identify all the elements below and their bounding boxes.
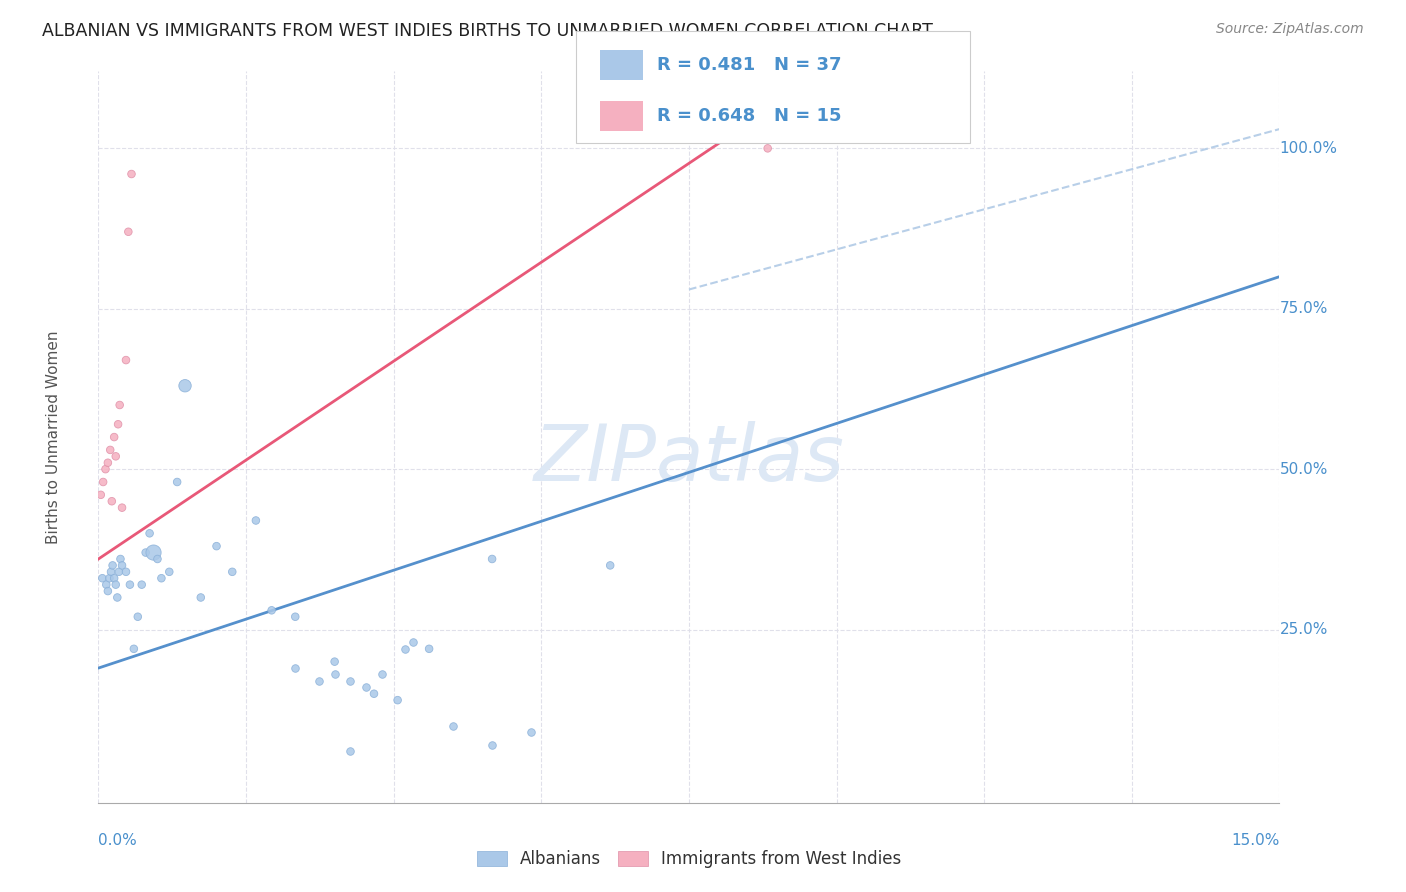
Point <box>115 353 138 368</box>
Point <box>103 571 125 585</box>
Point <box>339 744 361 758</box>
Point <box>108 565 131 579</box>
Point <box>107 417 129 432</box>
Text: 100.0%: 100.0% <box>1279 141 1337 156</box>
Point <box>323 667 346 681</box>
Point <box>402 635 425 649</box>
Text: R = 0.481   N = 37: R = 0.481 N = 37 <box>657 55 841 74</box>
Point <box>104 450 127 464</box>
Text: 75.0%: 75.0% <box>1279 301 1327 317</box>
Point <box>323 655 346 669</box>
Point <box>115 565 138 579</box>
Point <box>97 456 120 470</box>
Point <box>756 141 779 155</box>
Text: Source: ZipAtlas.com: Source: ZipAtlas.com <box>1216 22 1364 37</box>
Point <box>98 571 121 585</box>
Text: 25.0%: 25.0% <box>1279 622 1327 637</box>
Point <box>103 430 125 444</box>
Point <box>354 681 377 695</box>
Point <box>97 584 120 599</box>
Point <box>100 565 122 579</box>
Text: ALBANIAN VS IMMIGRANTS FROM WEST INDIES BIRTHS TO UNMARRIED WOMEN CORRELATION CH: ALBANIAN VS IMMIGRANTS FROM WEST INDIES … <box>42 22 934 40</box>
Text: 50.0%: 50.0% <box>1279 462 1327 476</box>
Point <box>481 738 503 752</box>
Point <box>122 641 145 656</box>
Point <box>138 526 160 541</box>
Point <box>101 558 124 573</box>
Point <box>221 565 243 579</box>
Point <box>142 545 165 559</box>
Point <box>284 609 307 624</box>
Point <box>339 673 361 688</box>
Point <box>108 398 131 412</box>
Point <box>131 577 153 591</box>
Text: Births to Unmarried Women: Births to Unmarried Women <box>46 330 60 544</box>
Point <box>481 552 503 566</box>
Point <box>205 539 228 553</box>
Point <box>104 577 127 591</box>
Text: ZIPatlas: ZIPatlas <box>533 421 845 497</box>
Point <box>91 475 114 489</box>
Point <box>441 719 464 733</box>
Point <box>135 545 157 559</box>
Point <box>117 225 139 239</box>
Point <box>121 167 143 181</box>
Point <box>363 687 385 701</box>
Point <box>111 558 134 573</box>
Point <box>599 558 621 573</box>
Point <box>105 591 128 605</box>
Point <box>127 609 149 624</box>
Point <box>101 494 124 508</box>
Point <box>96 577 118 591</box>
Point <box>94 462 117 476</box>
Point <box>520 725 543 739</box>
Point <box>91 571 114 585</box>
Legend: Albanians, Immigrants from West Indies: Albanians, Immigrants from West Indies <box>470 844 908 875</box>
Text: 15.0%: 15.0% <box>1232 833 1279 848</box>
Point <box>190 591 212 605</box>
Point <box>98 442 121 457</box>
Point <box>166 475 188 489</box>
Point <box>371 667 394 681</box>
Point <box>174 378 197 392</box>
Point <box>90 488 112 502</box>
Text: R = 0.648   N = 15: R = 0.648 N = 15 <box>657 107 841 125</box>
Point <box>150 571 173 585</box>
Point <box>118 577 141 591</box>
Point <box>110 552 132 566</box>
Point <box>387 693 409 707</box>
Point <box>245 514 267 528</box>
Point <box>157 565 180 579</box>
Point <box>394 641 416 656</box>
Point <box>260 603 283 617</box>
Point <box>111 500 134 515</box>
Point <box>418 641 440 656</box>
Point <box>308 673 330 688</box>
Point <box>284 661 307 675</box>
Text: 0.0%: 0.0% <box>98 833 138 848</box>
Point <box>146 552 169 566</box>
